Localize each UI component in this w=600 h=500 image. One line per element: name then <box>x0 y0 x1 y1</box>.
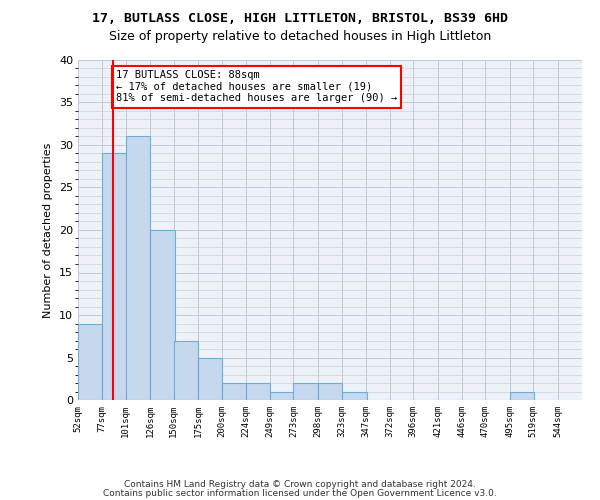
Text: 17 BUTLASS CLOSE: 88sqm
← 17% of detached houses are smaller (19)
81% of semi-de: 17 BUTLASS CLOSE: 88sqm ← 17% of detache… <box>116 70 397 103</box>
Bar <box>198 358 222 400</box>
Bar <box>293 383 318 400</box>
Bar <box>173 340 198 400</box>
Y-axis label: Number of detached properties: Number of detached properties <box>43 142 53 318</box>
Bar <box>103 154 127 400</box>
Text: Contains public sector information licensed under the Open Government Licence v3: Contains public sector information licen… <box>103 488 497 498</box>
Text: 17, BUTLASS CLOSE, HIGH LITTLETON, BRISTOL, BS39 6HD: 17, BUTLASS CLOSE, HIGH LITTLETON, BRIST… <box>92 12 508 26</box>
Text: Size of property relative to detached houses in High Littleton: Size of property relative to detached ho… <box>109 30 491 43</box>
Bar <box>126 136 150 400</box>
Bar <box>150 230 175 400</box>
Bar <box>510 392 534 400</box>
Bar <box>342 392 367 400</box>
Text: Contains HM Land Registry data © Crown copyright and database right 2024.: Contains HM Land Registry data © Crown c… <box>124 480 476 489</box>
Bar <box>270 392 295 400</box>
Bar <box>78 324 103 400</box>
Bar <box>245 383 270 400</box>
Bar <box>222 383 247 400</box>
Bar <box>318 383 342 400</box>
